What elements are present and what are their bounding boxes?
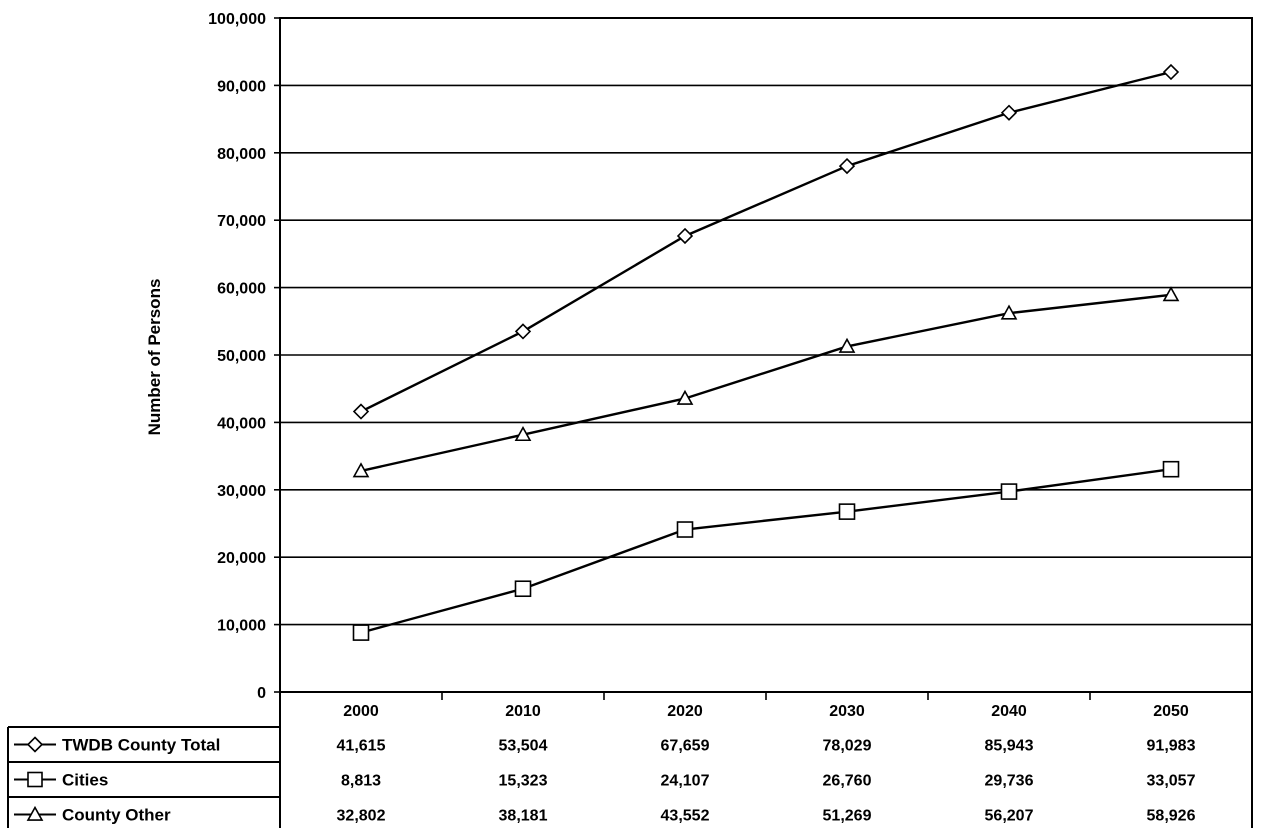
square-marker bbox=[352, 624, 370, 641]
square-marker bbox=[1000, 483, 1018, 500]
triangle-marker bbox=[838, 337, 856, 353]
table-cell: 33,057 bbox=[1147, 773, 1196, 790]
gridlines bbox=[280, 84, 1252, 626]
legend-label: Cities bbox=[62, 771, 108, 790]
diamond-marker bbox=[838, 157, 856, 175]
table-cell: 91,983 bbox=[1147, 738, 1196, 755]
y-tick-label: 10,000 bbox=[217, 618, 266, 635]
square-marker bbox=[27, 771, 43, 788]
diamond-marker bbox=[1162, 63, 1180, 81]
table-cell: 58,926 bbox=[1147, 808, 1196, 825]
y-tick-label: 80,000 bbox=[217, 146, 266, 163]
x-tick-label: 2010 bbox=[505, 703, 541, 720]
legend-label: County Other bbox=[62, 806, 171, 825]
triangle-marker bbox=[352, 462, 370, 478]
table-cell: 78,029 bbox=[823, 738, 872, 755]
x-tick-label: 2030 bbox=[829, 703, 865, 720]
table-cell: 56,207 bbox=[985, 808, 1034, 825]
table-cell: 53,504 bbox=[499, 738, 548, 755]
diamond-marker bbox=[1000, 104, 1018, 121]
series-lines bbox=[352, 63, 1180, 641]
square-marker bbox=[676, 521, 694, 538]
triangle-marker bbox=[1162, 286, 1180, 302]
triangle-marker bbox=[26, 805, 44, 821]
table-cell: 26,760 bbox=[823, 773, 872, 790]
y-tick-label: 20,000 bbox=[217, 550, 266, 567]
y-tick-label: 50,000 bbox=[217, 348, 266, 365]
diamond-marker bbox=[352, 403, 370, 420]
series-line bbox=[360, 70, 1172, 413]
table-cell: 24,107 bbox=[661, 773, 710, 790]
table-cell: 29,736 bbox=[985, 773, 1034, 790]
y-axis-ticks: 0 10,000 20,000 30,000 40,000 50,000 60,000 70,… bbox=[208, 11, 280, 702]
x-tick-label: 2050 bbox=[1153, 703, 1189, 720]
series-triangle bbox=[352, 286, 1180, 478]
triangle-marker bbox=[1000, 304, 1018, 320]
series-line bbox=[360, 293, 1172, 473]
triangle-marker bbox=[676, 389, 694, 405]
y-tick-label: 90,000 bbox=[217, 78, 266, 95]
table-cell: 85,943 bbox=[985, 738, 1034, 755]
y-tick-label: 70,000 bbox=[217, 213, 266, 230]
y-tick-label: 0 bbox=[257, 685, 266, 702]
y-tick-label: 30,000 bbox=[217, 483, 266, 500]
square-marker bbox=[514, 580, 532, 598]
table-cell: 15,323 bbox=[499, 773, 548, 790]
y-axis-label: Number of Persons bbox=[145, 279, 164, 436]
table-cell: 41,615 bbox=[337, 738, 386, 755]
diamond-marker bbox=[676, 227, 694, 245]
x-tick-label: 2000 bbox=[343, 703, 379, 720]
y-tick-label: 60,000 bbox=[217, 281, 266, 298]
data-table: 2000 2010 2020 2030 2040 2050 TWDB County Tota… bbox=[7, 692, 1253, 828]
table-cell: 67,659 bbox=[661, 738, 710, 755]
y-tick-label: 100,000 bbox=[208, 11, 266, 28]
x-tick-label: 2020 bbox=[667, 703, 703, 720]
table-cell: 38,181 bbox=[499, 808, 548, 825]
table-cell: 8,813 bbox=[341, 773, 381, 790]
triangle-marker bbox=[514, 426, 532, 442]
series-line bbox=[360, 468, 1172, 634]
table-cell: 51,269 bbox=[823, 808, 872, 825]
diamond-marker bbox=[26, 736, 44, 753]
series-square bbox=[352, 460, 1180, 641]
square-marker bbox=[1162, 460, 1180, 478]
legend-label: TWDB County Total bbox=[62, 736, 220, 755]
table-cell: 43,552 bbox=[661, 808, 710, 825]
table-cell: 32,802 bbox=[337, 808, 386, 825]
square-marker bbox=[838, 503, 856, 520]
x-tick-label: 2040 bbox=[991, 703, 1027, 720]
diamond-marker bbox=[514, 323, 532, 340]
y-tick-label: 40,000 bbox=[217, 415, 266, 432]
series-diamond bbox=[352, 63, 1180, 420]
